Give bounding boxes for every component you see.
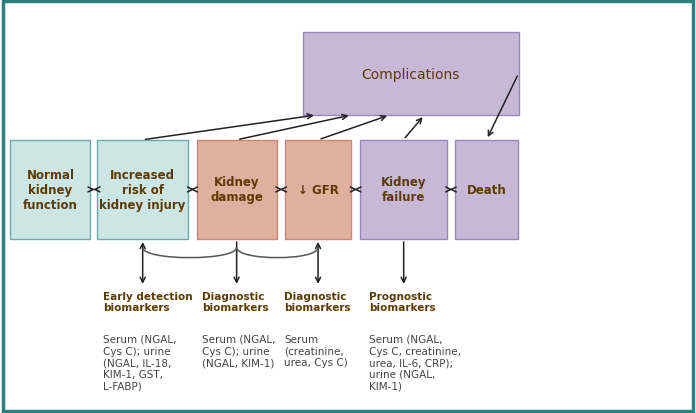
Text: Serum (NGAL,
Cys C); urine
(NGAL, IL-18,
KIM-1, GST,
L-FABP): Serum (NGAL, Cys C); urine (NGAL, IL-18,… (103, 334, 177, 390)
Text: Serum (NGAL,
Cys C, creatinine,
urea, IL-6, CRP);
urine (NGAL,
KIM-1): Serum (NGAL, Cys C, creatinine, urea, IL… (369, 334, 461, 390)
Text: Prognostic
biomarkers: Prognostic biomarkers (369, 291, 436, 313)
Text: Kidney
damage: Kidney damage (211, 176, 263, 204)
FancyBboxPatch shape (197, 140, 277, 240)
FancyBboxPatch shape (360, 140, 447, 240)
Text: ↓ GFR: ↓ GFR (298, 183, 339, 197)
Text: Increased
risk of
kidney injury: Increased risk of kidney injury (100, 169, 186, 211)
Text: Serum (NGAL,
Cys C); urine
(NGAL, KIM-1): Serum (NGAL, Cys C); urine (NGAL, KIM-1) (202, 334, 276, 367)
FancyBboxPatch shape (455, 140, 518, 240)
Text: Serum
(creatinine,
urea, Cys C): Serum (creatinine, urea, Cys C) (284, 334, 348, 367)
Text: Early detection
biomarkers: Early detection biomarkers (103, 291, 193, 313)
Text: Kidney
failure: Kidney failure (381, 176, 426, 204)
Text: Diagnostic
biomarkers: Diagnostic biomarkers (202, 291, 269, 313)
Text: Normal
kidney
function: Normal kidney function (23, 169, 78, 211)
FancyBboxPatch shape (303, 33, 519, 116)
FancyBboxPatch shape (285, 140, 351, 240)
Text: Diagnostic
biomarkers: Diagnostic biomarkers (284, 291, 351, 313)
Text: Death: Death (466, 183, 507, 197)
Text: Complications: Complications (361, 67, 460, 81)
FancyBboxPatch shape (10, 140, 90, 240)
FancyBboxPatch shape (97, 140, 188, 240)
